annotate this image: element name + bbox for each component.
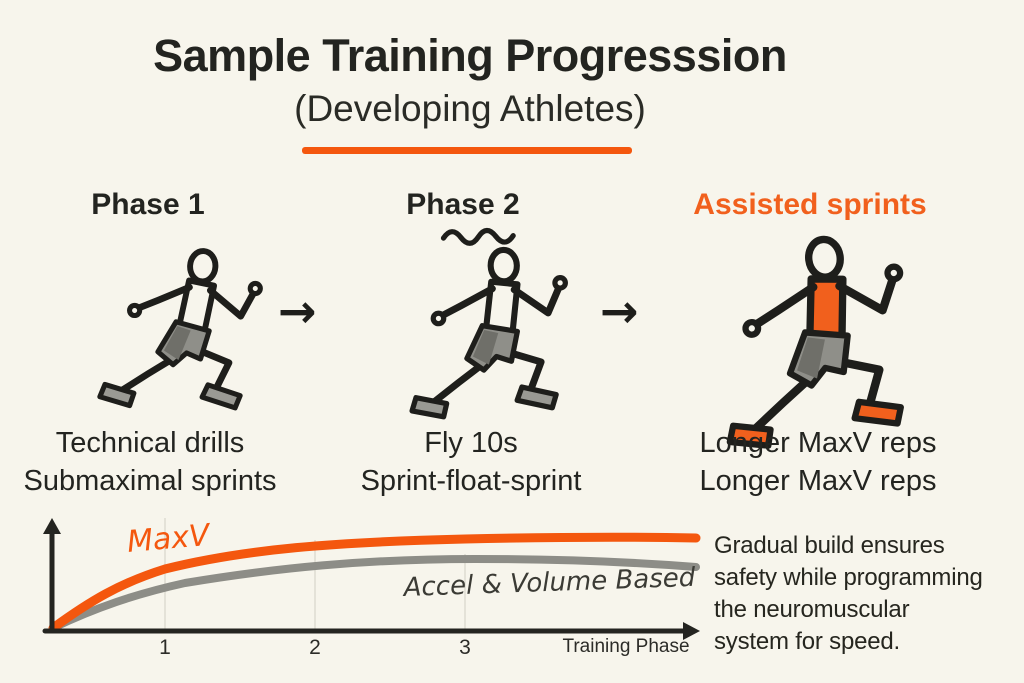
- page-subtitle: (Developing Athletes): [294, 88, 646, 129]
- arrow-right-icon: →: [278, 284, 317, 338]
- runner-phase2-illustration: [409, 227, 568, 420]
- assisted-sprints-description: Longer MaxV reps Longer MaxV reps: [676, 424, 960, 500]
- phase-2-header: Phase 2: [406, 188, 520, 221]
- runner-phase1-illustration: [97, 248, 263, 411]
- runner-front-fist: [884, 263, 904, 283]
- runner-back-leg: [118, 353, 179, 395]
- x-axis-arrowhead-icon: [683, 622, 700, 640]
- runner-head: [487, 246, 520, 285]
- runner-back-shoe: [409, 395, 450, 420]
- runner-back-shoe: [726, 422, 774, 449]
- page-title: Sample Training Progresssion: [153, 30, 787, 81]
- phase-1-line-1: Technical drills: [55, 427, 245, 459]
- accel-volume-curve: [49, 554, 700, 632]
- accel-volume-curve-label: Accel & Volume Based: [401, 563, 696, 603]
- runner-shorts-panel: [472, 329, 499, 365]
- runner-back-arm: [749, 282, 818, 331]
- phase-2-line-2: Sprint-float-sprint: [360, 465, 582, 497]
- phase-2-line-1: Fly 10s: [424, 427, 518, 459]
- runner-figure: [409, 227, 568, 420]
- assisted-sprints-header: Assisted sprints: [693, 188, 927, 221]
- runner-back-leg: [430, 358, 489, 406]
- progression-chart: MaxV Accel & Volume Based 1 2 3 Training…: [42, 518, 701, 659]
- phase-1-header: Phase 1: [91, 188, 205, 221]
- runner-shorts-panel: [163, 326, 191, 361]
- runner-front-leg: [500, 347, 545, 396]
- runner-back-fist: [742, 319, 762, 338]
- runner-back-arm: [133, 283, 193, 313]
- runner-back-fist: [430, 310, 447, 327]
- phase-1-line-2: Submaximal sprints: [23, 465, 277, 497]
- summary-note: Gradual build ensures safety while progr…: [714, 532, 983, 655]
- runner-back-arm: [436, 285, 496, 321]
- assisted-line-1: Longer MaxV reps: [699, 427, 937, 459]
- phase-1-description: Technical drills Submaximal sprints: [8, 424, 292, 500]
- speed-squiggle-icon: [440, 227, 516, 246]
- maxv-curve: [48, 532, 701, 633]
- runner-front-shoe: [514, 384, 559, 411]
- phase-2-description: Fly 10s Sprint-float-sprint: [330, 424, 612, 500]
- x-axis-label: Training Phase: [562, 636, 689, 657]
- arrow-right-icon: →: [600, 284, 639, 338]
- runner-front-arm: [206, 287, 258, 320]
- runner-front-arm: [510, 282, 563, 317]
- runner-front-shoe: [199, 382, 243, 411]
- runner-back-shoe: [97, 381, 137, 409]
- runner-shorts-panel: [797, 337, 825, 379]
- runner-back-leg: [750, 371, 817, 434]
- runner-front-fist: [552, 274, 568, 291]
- runner-front-shoe: [851, 398, 904, 427]
- title-underline-divider: [302, 147, 632, 154]
- runner-front-fist: [247, 280, 263, 297]
- runner-back-fist: [127, 302, 143, 319]
- assisted-line-2: Longer MaxV reps: [699, 465, 937, 497]
- runner-head: [805, 235, 844, 281]
- maxv-curve-label: MaxV: [126, 518, 214, 560]
- x-tick-2: 2: [309, 636, 321, 659]
- runner-front-leg: [191, 345, 233, 394]
- runner-front-leg: [829, 356, 884, 412]
- runner-front-arm: [835, 273, 898, 315]
- y-axis-arrowhead-icon: [43, 518, 61, 534]
- x-tick-3: 3: [459, 636, 471, 659]
- x-tick-1: 1: [159, 636, 171, 659]
- runner-head: [187, 248, 219, 285]
- runner-figure: [97, 248, 263, 411]
- runner-assisted-illustration: [726, 235, 904, 449]
- runner-figure: [726, 235, 904, 449]
